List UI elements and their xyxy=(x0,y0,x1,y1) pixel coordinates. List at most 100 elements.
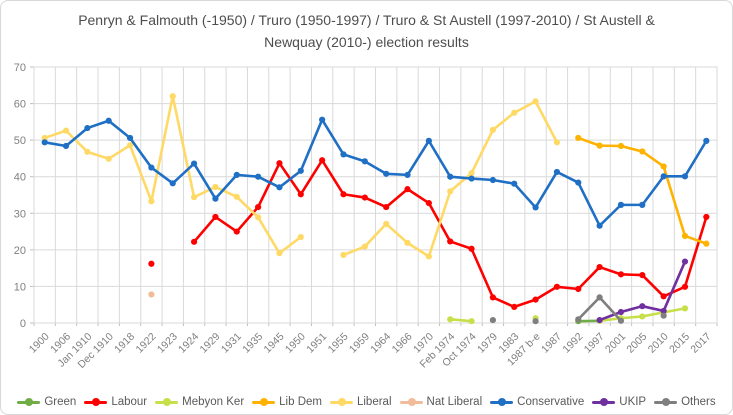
legend-label: Liberal xyxy=(356,396,392,408)
data-point-labour xyxy=(404,186,411,193)
data-point-ukip xyxy=(660,307,667,315)
x-axis-label: 1966 xyxy=(390,331,415,356)
data-point-conservative xyxy=(84,124,91,132)
series-others xyxy=(489,294,667,325)
data-point-labour xyxy=(297,191,304,198)
data-point-labour xyxy=(148,260,155,267)
gridlines xyxy=(30,66,718,326)
data-point-labour xyxy=(447,238,454,245)
x-axis-label: 1950 xyxy=(283,331,308,356)
data-point-others xyxy=(575,316,582,323)
data-point-conservative xyxy=(468,175,475,182)
data-point-mebyon-ker xyxy=(639,313,646,320)
x-axis-label: 2015 xyxy=(667,331,692,356)
legend-label: Others xyxy=(681,396,716,408)
legend-item-liberal: Liberal xyxy=(329,396,392,408)
data-point-labour xyxy=(233,228,240,235)
legend-item-others: Others xyxy=(654,396,716,408)
data-point-lib-dem xyxy=(617,142,625,150)
data-point-labour xyxy=(468,245,475,252)
data-point-liberal xyxy=(84,148,91,155)
x-axis-label: 1931 xyxy=(219,331,244,356)
data-point-labour xyxy=(553,283,561,290)
data-point-others xyxy=(532,318,539,325)
data-point-liberal xyxy=(105,155,112,162)
y-axis-label: 0 xyxy=(20,318,26,330)
legend-marker-icon xyxy=(84,398,108,406)
data-point-liberal xyxy=(468,169,475,177)
data-point-labour xyxy=(212,213,219,221)
data-point-labour xyxy=(255,203,262,211)
x-axis-label: 1924 xyxy=(176,331,201,356)
data-point-conservative xyxy=(105,117,112,124)
data-point-labour xyxy=(276,160,283,167)
data-point-conservative xyxy=(404,171,411,178)
legend-item-labour: Labour xyxy=(84,396,147,408)
data-point-conservative xyxy=(297,167,304,174)
data-point-nat-liberal xyxy=(148,291,155,298)
series-lib-dem xyxy=(575,134,710,247)
data-point-liberal xyxy=(553,139,561,146)
data-point-ukip xyxy=(681,258,689,265)
data-point-liberal xyxy=(340,251,347,259)
data-point-conservative xyxy=(319,116,326,123)
data-point-labour xyxy=(190,238,198,245)
legend-marker-icon xyxy=(252,398,276,406)
data-point-labour xyxy=(681,283,689,290)
data-point-ukip xyxy=(639,303,646,310)
series-nat-liberal xyxy=(148,291,155,298)
data-point-conservative xyxy=(361,158,368,165)
data-point-conservative xyxy=(148,164,155,171)
data-point-liberal xyxy=(148,198,155,205)
series-ukip xyxy=(596,258,689,324)
data-point-conservative xyxy=(340,151,347,158)
data-point-conservative xyxy=(425,137,432,144)
x-axis-label: 2017 xyxy=(688,331,713,356)
legend-item-ukip: UKIP xyxy=(592,396,646,408)
data-point-labour xyxy=(511,303,518,311)
data-point-conservative xyxy=(617,201,625,208)
data-point-ukip xyxy=(617,308,625,316)
x-axis-label: 1951 xyxy=(304,331,329,356)
data-point-conservative xyxy=(639,201,646,208)
data-point-liberal xyxy=(62,127,70,134)
data-point-liberal xyxy=(276,250,283,257)
data-point-liberal xyxy=(447,188,454,195)
data-point-labour xyxy=(532,296,539,303)
data-point-conservative xyxy=(660,173,667,180)
x-axis-label: 2010 xyxy=(646,331,671,356)
y-axis-label: 30 xyxy=(14,208,26,220)
data-point-lib-dem xyxy=(703,240,710,247)
data-point-labour xyxy=(596,263,603,271)
data-point-labour xyxy=(319,157,326,164)
y-axis-label: 50 xyxy=(14,135,26,147)
data-point-liberal xyxy=(126,142,134,149)
legend-marker-icon xyxy=(592,398,616,406)
chart-title: Penryn & Falmouth (-1950) / Truro (1950-… xyxy=(78,12,655,50)
data-point-conservative xyxy=(575,179,582,186)
x-axis-label: 1997 xyxy=(582,331,607,356)
x-axis-label: 1923 xyxy=(155,331,180,356)
data-point-conservative xyxy=(212,195,219,202)
legend-item-lib-dem: Lib Dem xyxy=(252,396,322,408)
data-point-labour xyxy=(617,271,625,278)
data-point-lib-dem xyxy=(639,148,646,155)
y-axis-labels: 0 10 20 30 40 50 60 70 xyxy=(14,62,26,330)
data-point-liberal xyxy=(297,233,304,241)
series-conservative xyxy=(41,116,710,229)
data-point-conservative xyxy=(489,176,496,184)
data-point-liberal xyxy=(425,253,432,260)
data-point-liberal xyxy=(383,220,390,227)
data-point-conservative xyxy=(169,180,176,187)
data-point-conservative xyxy=(276,184,283,191)
legend-item-nat-liberal: Nat Liberal xyxy=(399,396,482,408)
legend-marker-icon xyxy=(17,398,41,406)
data-point-liberal xyxy=(511,109,518,116)
data-point-conservative xyxy=(596,222,603,229)
data-point-liberal xyxy=(41,134,48,142)
x-axis-label: 1935 xyxy=(240,331,265,356)
x-axis-label: 1979 xyxy=(475,331,500,356)
